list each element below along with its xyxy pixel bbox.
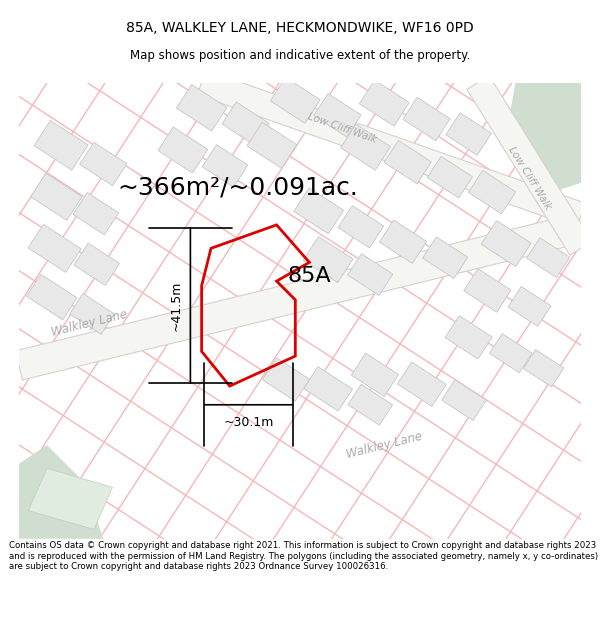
Polygon shape [31, 173, 82, 221]
Polygon shape [446, 113, 491, 155]
Polygon shape [16, 213, 584, 380]
Polygon shape [506, 82, 581, 192]
Polygon shape [176, 84, 227, 131]
Polygon shape [294, 188, 344, 234]
Polygon shape [271, 78, 320, 123]
Polygon shape [347, 254, 393, 296]
Polygon shape [379, 220, 427, 264]
Text: Low Cliff Walk: Low Cliff Walk [307, 112, 378, 145]
Polygon shape [467, 76, 592, 255]
Polygon shape [222, 102, 269, 146]
Text: 85A, WALKLEY LANE, HECKMONDWIKE, WF16 0PD: 85A, WALKLEY LANE, HECKMONDWIKE, WF16 0P… [126, 21, 474, 34]
Polygon shape [359, 80, 409, 126]
Polygon shape [303, 236, 353, 282]
Polygon shape [427, 156, 473, 198]
Polygon shape [490, 334, 532, 372]
Text: Contains OS data © Crown copyright and database right 2021. This information is : Contains OS data © Crown copyright and d… [9, 541, 598, 571]
Polygon shape [304, 367, 353, 411]
Polygon shape [74, 243, 119, 286]
Polygon shape [34, 121, 88, 170]
Polygon shape [397, 362, 446, 406]
Polygon shape [314, 94, 361, 137]
Polygon shape [158, 127, 208, 173]
Text: ~366m²/~0.091ac.: ~366m²/~0.091ac. [118, 176, 358, 199]
Text: Low Cliff Walk: Low Cliff Walk [506, 145, 553, 211]
Polygon shape [442, 379, 486, 421]
Polygon shape [384, 141, 431, 184]
Polygon shape [469, 171, 515, 214]
Text: ~41.5m: ~41.5m [170, 280, 183, 331]
Text: Walkley Lane: Walkley Lane [345, 429, 424, 461]
Polygon shape [445, 316, 492, 359]
Polygon shape [403, 98, 450, 141]
Polygon shape [26, 274, 77, 320]
Polygon shape [338, 206, 384, 248]
Polygon shape [348, 384, 392, 425]
Polygon shape [70, 294, 115, 334]
Polygon shape [247, 122, 297, 168]
Polygon shape [352, 353, 398, 396]
Text: ~30.1m: ~30.1m [223, 416, 274, 429]
Polygon shape [28, 224, 81, 272]
Polygon shape [80, 142, 127, 186]
Polygon shape [341, 124, 391, 170]
Text: 85A: 85A [287, 266, 331, 286]
Polygon shape [197, 70, 586, 228]
Polygon shape [527, 238, 570, 278]
Polygon shape [464, 269, 511, 312]
Polygon shape [202, 144, 248, 187]
Polygon shape [19, 445, 103, 539]
Text: Walkley Lane: Walkley Lane [50, 308, 128, 339]
Polygon shape [73, 192, 119, 235]
Polygon shape [262, 357, 310, 401]
Polygon shape [508, 286, 551, 326]
Polygon shape [523, 349, 564, 387]
Polygon shape [28, 469, 113, 529]
Polygon shape [422, 237, 468, 279]
Text: Map shows position and indicative extent of the property.: Map shows position and indicative extent… [130, 49, 470, 62]
Polygon shape [481, 221, 531, 267]
